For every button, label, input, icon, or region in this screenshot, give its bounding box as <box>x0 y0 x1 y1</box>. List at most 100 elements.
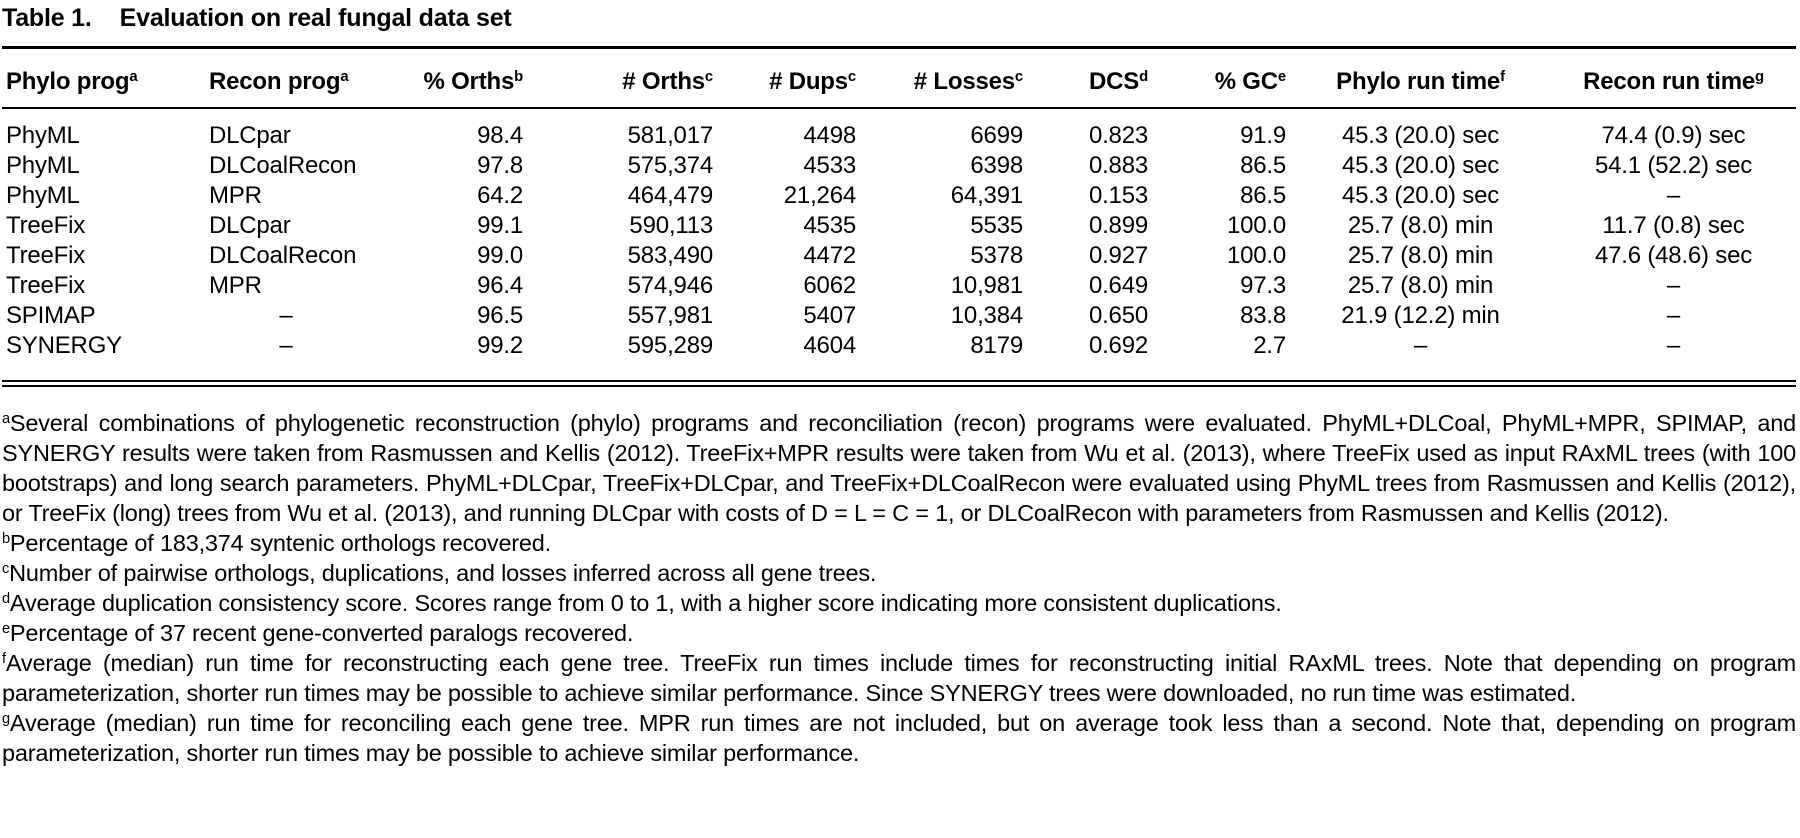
footnote-marker: c <box>1014 68 1023 85</box>
table-cell: – <box>1413 332 1428 359</box>
table-cell: 97.8 <box>477 152 523 179</box>
table-row: TreeFix MPR 96.4 574,946 6062 10,981 0.649 97.3… <box>2 271 1796 301</box>
footnote-a: aSeveral combinations of phylogenetic re… <box>2 408 1796 528</box>
column-header-label: Recon prog <box>209 68 341 95</box>
table-cell: 83.8 <box>1240 302 1286 329</box>
table-cell: MPR <box>209 272 262 299</box>
footnote-text: Average duplication consistency score. S… <box>9 590 1282 616</box>
table-cell: – <box>1666 182 1681 209</box>
footnote-text: Percentage of 183,374 syntenic orthologs… <box>9 530 552 556</box>
table-cell: SPIMAP <box>6 302 96 329</box>
table-figure: Table 1. Evaluation on real fungal data s… <box>2 4 1796 766</box>
table-title: Table 1. Evaluation on real fungal data s… <box>2 4 1796 33</box>
table-cell: TreeFix <box>6 242 86 269</box>
table-cell: 6398 <box>970 152 1023 179</box>
footnote-f: fAverage (median) run time for reconstru… <box>2 648 1796 708</box>
footnote-marker: f <box>1500 68 1505 85</box>
footnote-c: cNumber of pairwise orthologs, duplicati… <box>2 558 1796 588</box>
column-header-num-losses: # Lossesc <box>860 47 1027 109</box>
table-cell: – <box>1666 302 1681 329</box>
table-cell: 5378 <box>970 242 1023 269</box>
footnote-e: ePercentage of 37 recent gene-converted … <box>2 618 1796 648</box>
table-cell: 25.7 (8.0) min <box>1347 242 1494 269</box>
table-cell: 0.153 <box>1088 182 1148 209</box>
table-cell: DLCpar <box>209 212 291 239</box>
table-cell: 4472 <box>803 242 856 269</box>
table-cell: 11.7 (0.8) sec <box>1602 212 1745 239</box>
table-cell: TreeFix <box>6 272 86 299</box>
column-header-label: # Orths <box>622 68 705 95</box>
table-cell: 0.650 <box>1088 302 1148 329</box>
table-cell: 45.3 (20.0) sec <box>1341 122 1500 149</box>
table-cell: 99.0 <box>477 242 523 269</box>
column-header-phylo-prog: Phylo proga <box>2 47 205 109</box>
table-cell: 98.4 <box>477 122 523 149</box>
table-cell: – <box>1666 332 1681 359</box>
table-cell: 595,289 <box>627 332 714 359</box>
table-cell: 21.9 (12.2) min <box>1341 302 1500 329</box>
table-cell: 10,981 <box>950 272 1023 299</box>
footnote-marker: g <box>1755 68 1764 85</box>
column-header-phylo-run-time: Phylo run timef <box>1290 47 1551 109</box>
table-cell: MPR <box>209 182 262 209</box>
table-cell: 6699 <box>970 122 1023 149</box>
table-cell: 5535 <box>970 212 1023 239</box>
column-header-label: Phylo prog <box>6 68 130 95</box>
table-row: SPIMAP – 96.5 557,981 5407 10,384 0.650 83.8 21.… <box>2 301 1796 331</box>
column-header-num-orths: # Orthsc <box>527 47 717 109</box>
table-cell: 97.3 <box>1240 272 1286 299</box>
table-row: PhyML DLCoalRecon 97.8 575,374 4533 6398 0.883… <box>2 151 1796 181</box>
table-cell: 581,017 <box>627 122 714 149</box>
results-table: Phylo proga Recon proga % Orthsb # Orths… <box>2 46 1796 387</box>
footnote-marker: a <box>2 411 10 427</box>
table-cell: 557,981 <box>627 302 714 329</box>
column-header-label: % Orths <box>423 68 515 95</box>
footnote-marker: a <box>340 68 349 85</box>
column-header-label: Phylo run time <box>1336 68 1501 95</box>
table-cell: 45.3 (20.0) sec <box>1341 182 1500 209</box>
table-cell: – <box>1666 272 1681 299</box>
table-cell: 100.0 <box>1226 242 1286 269</box>
table-cell: 96.4 <box>477 272 523 299</box>
footnote-marker: d <box>1139 68 1148 85</box>
table-cell: 0.649 <box>1088 272 1148 299</box>
table-cell: 574,946 <box>627 272 714 299</box>
column-header-label: DCS <box>1089 68 1140 95</box>
table-cell: 99.2 <box>477 332 523 359</box>
column-header-pct-orths: % Orthsb <box>367 47 527 109</box>
table-cell: 0.899 <box>1088 212 1148 239</box>
table-cell: 0.692 <box>1088 332 1148 359</box>
table-cell: – <box>279 302 293 329</box>
footnote-marker: e <box>1277 68 1286 85</box>
footnote-text: Average (median) run time for reconcilin… <box>2 710 1796 766</box>
table-cell: 4498 <box>803 122 856 149</box>
table-caption: Evaluation on real fungal data set <box>119 4 512 32</box>
footnote-marker: a <box>129 68 138 85</box>
footnote-marker: g <box>2 711 10 727</box>
table-cell: 590,113 <box>629 212 713 239</box>
table-cell: DLCpar <box>209 122 291 149</box>
column-header-label: % GC <box>1214 68 1278 95</box>
table-row: TreeFix DLCoalRecon 99.0 583,490 4472 5378 0.9… <box>2 241 1796 271</box>
footnote-marker: c <box>2 561 10 577</box>
footnote-marker: c <box>704 68 713 85</box>
footnote-marker: b <box>514 68 523 85</box>
table-row: PhyML MPR 64.2 464,479 21,264 64,391 0.153 86.5… <box>2 181 1796 211</box>
table-cell: 86.5 <box>1240 182 1286 209</box>
table-cell: 25.7 (8.0) min <box>1347 272 1494 299</box>
table-cell: 100.0 <box>1226 212 1286 239</box>
table-cell: 54.1 (52.2) sec <box>1594 152 1753 179</box>
column-header-label: # Losses <box>913 68 1015 95</box>
footnote-text: Several combinations of phylogenetic rec… <box>2 410 1796 526</box>
table-cell: PhyML <box>6 122 80 149</box>
table-cell: 2.7 <box>1253 332 1286 359</box>
table-cell: 47.6 (48.6) sec <box>1594 242 1753 269</box>
footnote-text: Percentage of 37 recent gene-converted p… <box>9 620 634 646</box>
table-cell: 8179 <box>970 332 1023 359</box>
table-cell: 21,264 <box>783 182 856 209</box>
table-cell: 4533 <box>803 152 856 179</box>
footnote-d: dAverage duplication consistency score. … <box>2 588 1796 618</box>
table-cell: SYNERGY <box>6 332 122 359</box>
column-header-dcs: DCSd <box>1027 47 1152 109</box>
table-cell: 10,384 <box>950 302 1023 329</box>
